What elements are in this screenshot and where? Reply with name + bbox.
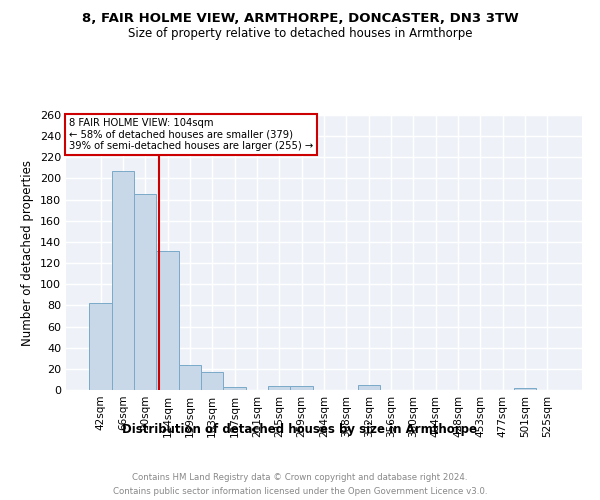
Bar [201,372,223,390]
Bar [89,304,112,390]
Bar [223,387,246,390]
Text: Contains HM Land Registry data © Crown copyright and database right 2024.: Contains HM Land Registry data © Crown c… [132,472,468,482]
Bar [268,386,290,390]
Bar [514,388,536,390]
Text: 8 FAIR HOLME VIEW: 104sqm
← 58% of detached houses are smaller (379)
39% of semi: 8 FAIR HOLME VIEW: 104sqm ← 58% of detac… [68,118,313,151]
Bar [179,364,201,390]
Text: 8, FAIR HOLME VIEW, ARMTHORPE, DONCASTER, DN3 3TW: 8, FAIR HOLME VIEW, ARMTHORPE, DONCASTER… [82,12,518,26]
Y-axis label: Number of detached properties: Number of detached properties [22,160,34,346]
Text: Contains public sector information licensed under the Open Government Licence v3: Contains public sector information licen… [113,488,487,496]
Bar [290,386,313,390]
Text: Distribution of detached houses by size in Armthorpe: Distribution of detached houses by size … [122,422,478,436]
Text: Size of property relative to detached houses in Armthorpe: Size of property relative to detached ho… [128,28,472,40]
Bar [358,384,380,390]
Bar [112,171,134,390]
Bar [157,252,179,390]
Bar [134,194,157,390]
